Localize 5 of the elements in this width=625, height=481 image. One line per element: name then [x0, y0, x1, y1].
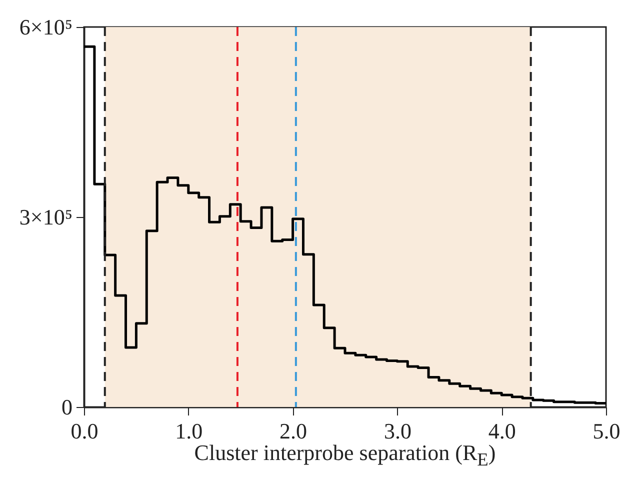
- y-tick-label: 0: [62, 394, 72, 420]
- x-tick-label: 5.0: [592, 418, 620, 444]
- x-tick-label: 0.0: [70, 418, 98, 444]
- y-tick-label: 3×10⁵: [19, 204, 72, 230]
- y-tick-label: 6×10⁵: [19, 14, 72, 40]
